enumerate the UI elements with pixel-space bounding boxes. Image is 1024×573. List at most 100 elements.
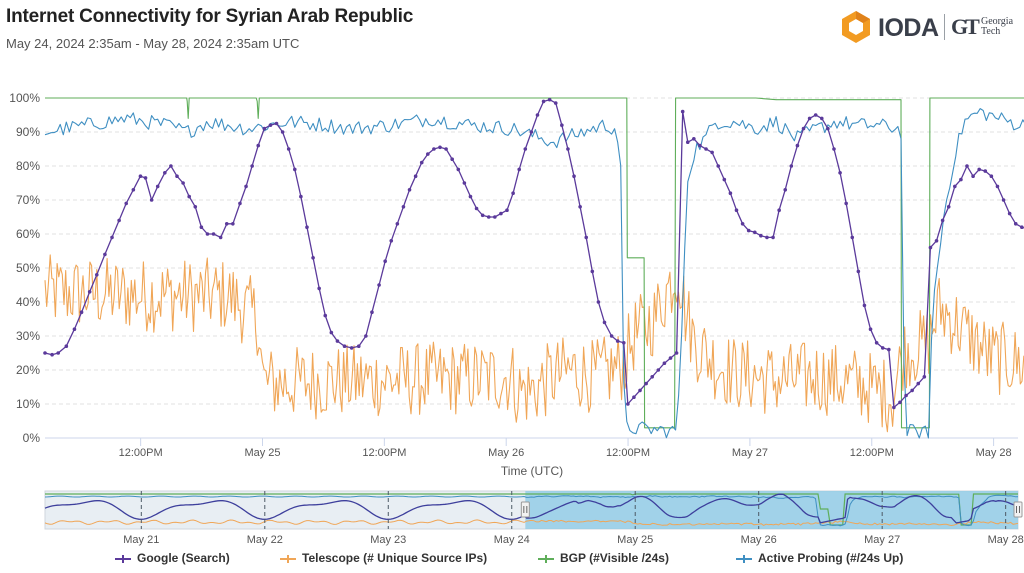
navigator-right-handle[interactable] bbox=[1013, 501, 1023, 518]
legend-item-google[interactable]: Google (Search) bbox=[115, 551, 230, 565]
navigator-line-telescope bbox=[44, 519, 1019, 527]
data-point-google bbox=[462, 181, 467, 185]
legend-swatch-telescope bbox=[280, 554, 296, 564]
data-point-google bbox=[560, 123, 564, 127]
data-point-google bbox=[505, 208, 509, 212]
data-point-google bbox=[801, 126, 806, 131]
data-point-google bbox=[783, 188, 788, 192]
data-point-google bbox=[1013, 222, 1018, 226]
data-point-google bbox=[342, 344, 347, 349]
data-point-google bbox=[224, 222, 229, 226]
series-line-active_probing bbox=[44, 108, 1024, 439]
data-point-google bbox=[795, 143, 800, 148]
data-point-google bbox=[626, 402, 630, 406]
data-point-google bbox=[274, 121, 279, 126]
y-tick-label: 40% bbox=[16, 295, 40, 309]
data-point-google bbox=[349, 346, 354, 350]
data-point-google bbox=[486, 215, 491, 219]
data-point-google bbox=[898, 400, 902, 405]
data-point-google bbox=[335, 339, 340, 343]
data-point-google bbox=[826, 126, 830, 131]
data-point-google bbox=[621, 341, 626, 345]
x-axis-label: Time (UTC) bbox=[501, 464, 563, 478]
data-point-google bbox=[813, 113, 818, 117]
data-point-google bbox=[187, 194, 191, 199]
data-point-google bbox=[656, 368, 661, 372]
data-point-google bbox=[211, 232, 216, 236]
y-tick-label: 60% bbox=[16, 227, 40, 241]
data-point-google bbox=[419, 160, 424, 165]
legend-item-active-probing[interactable]: Active Probing (#/24s Up) bbox=[736, 551, 903, 565]
data-point-google bbox=[752, 230, 757, 235]
data-point-google bbox=[946, 205, 951, 209]
navigator-tick-label: May 23 bbox=[370, 534, 406, 546]
data-point-google bbox=[892, 405, 896, 410]
data-point-google bbox=[934, 239, 939, 243]
x-axis: 12:00PM May 25 12:00PM May 26 12:00PM May 27 1… bbox=[119, 438, 1012, 459]
legend-label: Google (Search) bbox=[137, 551, 230, 565]
series-line-google bbox=[44, 99, 1024, 409]
data-point-google bbox=[771, 235, 775, 240]
georgia-tech-wordmark: Georgia Tech bbox=[981, 17, 1013, 37]
navigator-tick-label: May 28 bbox=[988, 534, 1024, 546]
series-lines bbox=[43, 97, 1024, 439]
legend-item-bgp[interactable]: BGP (#Visible /24s) bbox=[538, 551, 669, 565]
x-tick-label: May 26 bbox=[488, 447, 524, 459]
data-point-google bbox=[728, 191, 733, 195]
data-point-google bbox=[995, 184, 1000, 189]
data-point-google bbox=[850, 235, 855, 240]
y-tick-label: 100% bbox=[9, 91, 40, 105]
data-point-google bbox=[480, 213, 485, 218]
data-point-google bbox=[364, 334, 368, 338]
legend-item-telescope[interactable]: Telescope (# Unique Source IPs) bbox=[280, 551, 487, 565]
data-point-google bbox=[541, 99, 546, 104]
data-point-google bbox=[547, 97, 552, 102]
data-point-google bbox=[977, 167, 981, 172]
data-point-google bbox=[110, 235, 114, 240]
data-point-google bbox=[280, 130, 285, 134]
data-point-google bbox=[746, 228, 751, 233]
data-point-google bbox=[572, 174, 576, 178]
navigator-tick-label: May 22 bbox=[247, 534, 283, 546]
navigator-tick-label: May 27 bbox=[864, 534, 900, 546]
data-point-google bbox=[965, 164, 969, 168]
data-point-google bbox=[844, 201, 848, 206]
date-range: May 24, 2024 2:35am - May 28, 2024 2:35a… bbox=[6, 36, 300, 51]
y-tick-label: 50% bbox=[16, 261, 40, 275]
series-line-bgp bbox=[45, 97, 1024, 429]
data-point-google bbox=[1007, 211, 1012, 216]
data-point-google bbox=[218, 235, 223, 240]
data-point-google bbox=[910, 388, 914, 393]
data-point-google bbox=[777, 208, 781, 212]
navigator[interactable]: May 21 May 22 May 23 May 24 May 25 May 26 May … bbox=[44, 490, 1024, 546]
data-point-google bbox=[922, 375, 927, 379]
legend-label: BGP (#Visible /24s) bbox=[560, 551, 669, 565]
ioda-hexagon-icon bbox=[842, 11, 870, 43]
x-tick-label: 12:00PM bbox=[606, 447, 650, 459]
data-point-google bbox=[953, 184, 957, 189]
data-point-google bbox=[819, 116, 824, 121]
data-point-google bbox=[807, 116, 812, 121]
connectivity-chart: 0% 10% 20% 30% 40% 50% 60% 70% 80% 90% 100% 12:00P… bbox=[9, 91, 1024, 546]
x-tick-label: 12:00PM bbox=[850, 447, 894, 459]
navigator-left-handle[interactable] bbox=[520, 501, 530, 518]
georgia-tech-mark: GT bbox=[951, 14, 980, 39]
data-point-google bbox=[193, 205, 198, 209]
data-point-google bbox=[356, 344, 361, 349]
data-point-google bbox=[590, 269, 595, 274]
x-tick-label: May 25 bbox=[244, 447, 280, 459]
data-point-google bbox=[64, 344, 69, 349]
data-point-google bbox=[383, 259, 387, 264]
data-point-google bbox=[299, 194, 303, 199]
data-point-google bbox=[971, 174, 975, 178]
data-point-google bbox=[832, 147, 836, 151]
ioda-wordmark: IODA bbox=[878, 14, 939, 42]
data-point-google bbox=[710, 150, 714, 155]
navigator-tick-label: May 25 bbox=[617, 534, 653, 546]
data-point-google bbox=[305, 225, 309, 229]
data-point-google bbox=[662, 361, 667, 366]
data-point-google bbox=[596, 300, 601, 304]
gt-line-2: Tech bbox=[981, 26, 1001, 37]
data-point-google bbox=[722, 177, 727, 182]
data-point-google bbox=[426, 152, 430, 156]
